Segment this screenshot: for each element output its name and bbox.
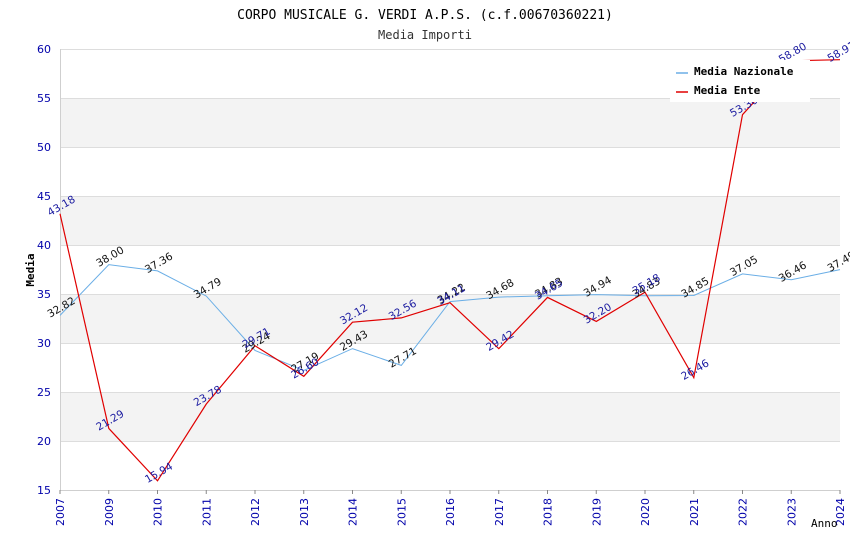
grid-band-20 <box>60 392 840 441</box>
grid-bands <box>60 98 840 441</box>
x-tick-label: 2021 <box>688 498 701 526</box>
data-label-media-ente: 58.91 <box>825 39 850 64</box>
legend-label-media-nazionale: Media Nazionale <box>694 65 794 78</box>
x-tick-label: 2022 <box>737 498 750 526</box>
x-tick-label: 2009 <box>103 498 116 526</box>
y-tick-label: 50 <box>37 141 51 154</box>
x-tick-label: 2020 <box>639 498 652 526</box>
y-tick-label: 35 <box>37 288 51 301</box>
x-tick-label: 2015 <box>395 498 408 526</box>
grid-lines <box>60 49 840 491</box>
data-label-media-nazionale: 37.49 <box>825 249 850 274</box>
grid-band-40 <box>60 196 840 245</box>
y-tick-label: 40 <box>37 239 51 252</box>
legend: Media Nazionale Media Ente <box>670 60 810 102</box>
y-tick-label: 60 <box>37 43 51 56</box>
x-tick-label: 2013 <box>298 498 311 526</box>
y-tick-label: 45 <box>37 190 51 203</box>
y-tick-label: 20 <box>37 435 51 448</box>
x-tick-label: 2024 <box>834 498 847 526</box>
x-tick-label: 2019 <box>590 498 603 526</box>
y-tick-label: 15 <box>37 484 51 497</box>
x-tick-label: 2010 <box>152 498 165 526</box>
series-line-media-ente <box>59 59 841 482</box>
x-tick-label: 2023 <box>785 498 798 526</box>
series-layer <box>59 59 841 482</box>
x-tick-label: 2017 <box>493 498 506 526</box>
x-tick-label: 2014 <box>347 498 360 526</box>
y-tick-label: 55 <box>37 92 51 105</box>
y-tick-label: 25 <box>37 386 51 399</box>
legend-label-media-ente: Media Ente <box>694 84 761 97</box>
data-label-media-nazionale: 36.46 <box>777 259 809 285</box>
data-label-media-nazionale: 27.71 <box>387 345 419 370</box>
y-tick-label: 30 <box>37 337 51 350</box>
chart-subtitle: Media Importi <box>378 28 472 42</box>
x-tick-labels: 2007 2009 2010 2011 2012 2013 2014 2015 2016 2017… <box>54 490 847 526</box>
x-tick-label: 2016 <box>444 498 457 526</box>
y-axis-label: Media <box>24 253 37 286</box>
x-tick-label: 2011 <box>200 498 213 526</box>
x-tick-label: 2007 <box>54 498 67 526</box>
chart-title: CORPO MUSICALE G. VERDI A.P.S. (c.f.0067… <box>237 8 613 23</box>
x-axis-label: Anno <box>811 517 838 530</box>
x-tick-label: 2012 <box>249 498 262 526</box>
legend-box <box>670 60 810 102</box>
data-label-media-ente: 15.94 <box>143 460 175 486</box>
y-tick-labels: 15 20 25 30 35 40 45 50 55 60 <box>37 43 51 497</box>
x-tick-label: 2018 <box>542 498 555 526</box>
grid-band-50 <box>60 98 840 147</box>
